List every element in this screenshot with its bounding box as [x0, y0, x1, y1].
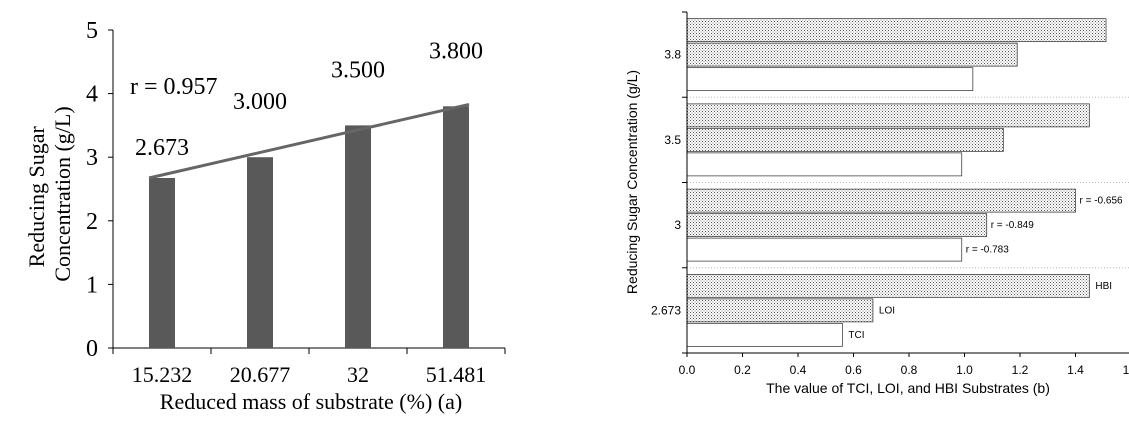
chart-b-annotation: r = -0.849: [991, 220, 1035, 231]
chart-b-x-tick-label: 1.6: [1123, 363, 1129, 377]
chart-a-bar: [149, 177, 175, 348]
chart-b-bar-hbi: [686, 273, 1090, 298]
chart-b-x-tick-label: 0.4: [790, 363, 807, 377]
chart-b-x-tick-label: 0.8: [901, 363, 918, 377]
chart-b-bar-tci: [686, 322, 843, 347]
chart-a-bar: [443, 106, 469, 348]
chart-b-y-tick-label: 3: [674, 218, 681, 232]
chart-a-data-label: 3.500: [331, 57, 385, 83]
chart-b-y-tick-label: 3.5: [664, 133, 681, 147]
chart-a-bar: [247, 157, 273, 348]
chart-a-y-ticks: 0 1 2 3 4 5: [86, 18, 113, 362]
chart-b-x-tick-label: 0.6: [845, 363, 862, 377]
chart-b: TCI LOI HBI 2.673 3 3.5 3.8 0.0 0.2 0.4 0.6 0.8 1.…: [624, 11, 1129, 396]
chart-a-y-tick-label: 3: [86, 145, 98, 171]
chart-a-x-tick-label: 32: [347, 362, 369, 387]
chart-a-trendline: [148, 102, 470, 180]
chart-b-bar-loi: [686, 42, 1018, 67]
chart-b-bar-tci: [686, 67, 974, 92]
chart-b-bars: TCI LOI HBI: [686, 18, 1112, 347]
chart-b-series-label: TCI: [848, 330, 864, 341]
chart-b-y-tick-label: 3.8: [664, 48, 681, 62]
chart-b-annotation: r = -0.783: [966, 245, 1010, 256]
chart-a-y-tick-label: 0: [86, 336, 98, 362]
chart-a-y-axis-label: Reducing Sugar Concentration (g/L): [24, 106, 75, 281]
chart-b-x-axis-label: The value of TCI, LOI, and HBI Substrate…: [766, 380, 1050, 396]
chart-b-series-label: LOI: [879, 305, 895, 316]
chart-b-series-label: HBI: [1095, 281, 1112, 292]
chart-b-x-tick-label: 0.0: [679, 363, 696, 377]
chart-b-bar-loi: [686, 127, 1004, 152]
chart-a-y-tick-label: 4: [86, 82, 98, 108]
chart-b-x-ticks: 0.0 0.2 0.4 0.6 0.8 1.0 1.2 1.4 1.6: [679, 353, 1129, 377]
chart-b-bar-hbi: [686, 188, 1076, 213]
chart-a-y-tick-label: 5: [86, 18, 98, 44]
chart-a-y-tick-label: 2: [86, 209, 98, 235]
chart-a-data-label: 3.800: [429, 38, 483, 64]
chart-b-x-tick-label: 0.2: [734, 363, 751, 377]
chart-b-bar-tci: [686, 152, 963, 177]
chart-b-bar-loi: [686, 298, 874, 323]
chart-a-annotation: r = 0.957: [130, 74, 218, 100]
chart-a-bar: [345, 125, 371, 349]
chart-b-annotation: r = -0.656: [1080, 196, 1124, 207]
chart-a-data-label: 3.000: [233, 89, 287, 115]
chart-b-group-separators: [687, 96, 1129, 269]
chart-b-y-axis-label: Reducing Sugar Concentration (g/L): [624, 70, 640, 294]
chart-a: 0 1 2 3 4 5 15.232 20.677 32 51.481 2.673 3.000 3.…: [24, 18, 506, 414]
chart-a-x-tick-label: 15.232: [132, 362, 193, 387]
chart-b-x-tick-label: 1.2: [1012, 363, 1029, 377]
chart-b-bar-hbi: [686, 103, 1090, 128]
chart-a-x-ticks: 15.232 20.677 32 51.481: [112, 348, 506, 387]
chart-b-x-tick-label: 1.0: [956, 363, 973, 377]
chart-b-x-tick-label: 1.4: [1067, 363, 1084, 377]
chart-a-y-tick-label: 1: [86, 272, 98, 298]
chart-a-bars: [149, 106, 469, 349]
chart-b-y-tick-label: 2.673: [651, 303, 681, 317]
chart-b-bar-loi: [686, 213, 988, 238]
chart-a-data-label: 2.673: [135, 135, 189, 161]
chart-a-x-tick-label: 20.677: [230, 362, 291, 387]
chart-b-bar-tci: [686, 237, 963, 262]
chart-a-x-tick-label: 51.481: [426, 362, 487, 387]
chart-b-annotations: r = -0.783 r = -0.849 r = -0.656: [966, 196, 1123, 256]
chart-a-data-labels: 2.673 3.000 3.500 3.800: [135, 38, 483, 161]
chart-b-y-ticks: 2.673 3 3.5 3.8: [651, 11, 687, 354]
chart-a-x-axis-label: Reduced mass of substrate (%) (a): [160, 389, 462, 414]
chart-b-bar-hbi: [686, 18, 1107, 43]
